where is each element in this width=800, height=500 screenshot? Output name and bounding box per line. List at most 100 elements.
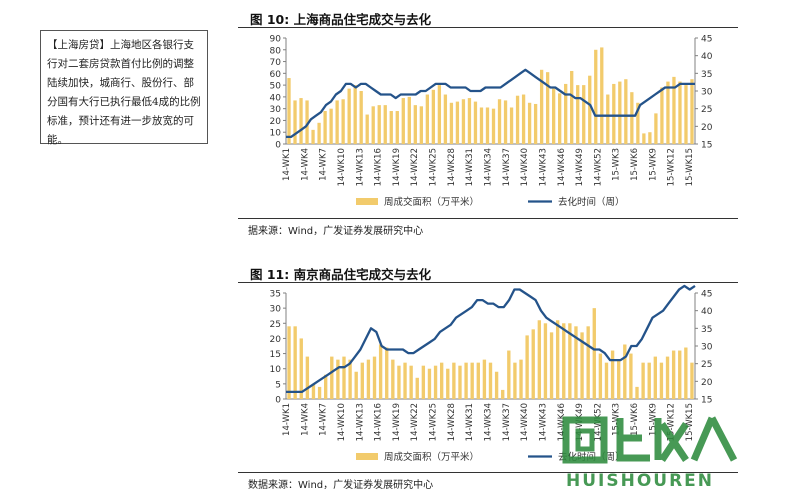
volume-bar (527, 102, 532, 144)
volume-bar (586, 326, 590, 399)
left-tick-label: 10 (270, 365, 282, 375)
volume-bar (371, 106, 375, 144)
chart-1-title: 图 10: 上海商品住宅成交与去化 (250, 12, 432, 27)
x-tick-label: 14-WK40 (520, 403, 530, 441)
watermark-icon (562, 416, 738, 464)
x-tick-label: 14-WK16 (374, 403, 384, 441)
volume-bar (671, 350, 676, 399)
right-tick-label: 35 (701, 325, 712, 335)
volume-bar (467, 98, 472, 144)
volume-bar (385, 347, 389, 399)
volume-bar (293, 326, 297, 399)
x-tick-label: 14-WK46 (557, 403, 567, 441)
volume-bar (348, 359, 352, 399)
volume-bar (604, 362, 609, 399)
left-tick-label: 60 (270, 70, 282, 80)
left-tick-label: 35 (270, 290, 281, 300)
volume-bar (401, 98, 405, 144)
x-tick-label: 14-WK43 (539, 403, 549, 441)
legend-line-label: 去化时间（周） (558, 196, 625, 208)
volume-bar (395, 111, 399, 144)
volume-bar (455, 101, 460, 144)
left-tick-label: 90 (270, 35, 282, 45)
right-tick-label: 45 (701, 290, 712, 300)
x-tick-label: 15-WK6 (630, 148, 640, 181)
x-tick-label: 14-WK13 (355, 148, 365, 186)
x-tick-label: 14-WK22 (410, 148, 420, 186)
volume-bar (598, 353, 603, 399)
volume-bar (513, 362, 517, 399)
left-tick-label: 5 (275, 380, 281, 390)
volume-bar (600, 47, 604, 144)
legend-bar-swatch (356, 198, 378, 205)
volume-bar (415, 377, 419, 399)
x-tick-label: 14-WK19 (392, 403, 402, 441)
volume-bar (293, 100, 297, 144)
volume-bar (501, 389, 505, 399)
volume-bar (684, 85, 688, 144)
volume-bar (576, 85, 580, 144)
legend-bar-label: 周成交面积（万平米） (384, 451, 479, 463)
x-tick-label: 15-WK9 (648, 148, 658, 181)
volume-bar (491, 108, 496, 144)
x-tick-label: 14-WK37 (502, 403, 512, 441)
volume-bar (521, 94, 526, 144)
volume-bar (648, 132, 652, 144)
x-tick-label: 14-WK1 (282, 148, 292, 181)
volume-bar (660, 87, 664, 144)
left-tick-label: 10 (270, 129, 282, 139)
left-tick-label: 15 (270, 350, 281, 360)
volume-bar (641, 362, 645, 399)
chart-2-top-rule (238, 282, 738, 283)
x-tick-label: 14-WK31 (465, 403, 475, 441)
right-tick-label: 20 (701, 123, 713, 133)
volume-bar (479, 107, 484, 144)
x-tick-label: 15-WK12 (667, 148, 677, 186)
volume-bar (366, 359, 371, 399)
volume-bar (336, 359, 340, 399)
volume-bar (690, 362, 694, 399)
volume-bar (659, 362, 664, 399)
right-tick-label: 40 (701, 52, 713, 62)
x-tick-label: 14-WK4 (300, 403, 310, 436)
volume-bar (617, 359, 621, 399)
volume-bar (594, 49, 598, 144)
volume-bar (642, 133, 646, 144)
left-tick-label: 20 (270, 335, 282, 345)
x-tick-label: 15-WK3 (612, 148, 622, 181)
volume-bar (494, 371, 499, 399)
x-tick-label: 14-WK40 (520, 148, 530, 186)
volume-bar (568, 323, 572, 399)
turnover-line (286, 284, 696, 394)
volume-bar (684, 347, 688, 399)
x-tick-label: 15-WK12 (667, 403, 677, 441)
volume-bar (647, 362, 651, 399)
turnover-line (286, 68, 695, 139)
volume-bar (503, 100, 508, 144)
volume-bar (437, 85, 442, 144)
watermark-sub-text: HUISHOUREN (566, 471, 714, 491)
volume-bar (427, 368, 432, 399)
volume-bar (678, 350, 682, 399)
volume-bar (610, 350, 615, 399)
volume-bar (317, 386, 322, 399)
volume-bar (341, 99, 345, 144)
volume-bar (305, 100, 309, 144)
watermark-logo: HUISHOUREN (562, 416, 738, 491)
volume-bar (531, 329, 535, 399)
volume-bar (555, 320, 560, 399)
volume-bar (545, 72, 550, 144)
x-tick-label: 14-WK22 (410, 403, 420, 441)
volume-bar (564, 83, 568, 144)
x-tick-label: 14-WK43 (539, 148, 549, 186)
chart-1-source: 据来源：Wind，广发证券发展研究中心 (248, 226, 424, 237)
right-tick-label: 40 (701, 307, 713, 317)
x-tick-label: 14-WK7 (319, 403, 329, 436)
volume-bar (413, 105, 417, 144)
x-tick-label: 14-WK7 (319, 148, 329, 181)
x-tick-label: 14-WK25 (429, 148, 439, 186)
chart-1-bottom-rule (238, 218, 738, 219)
volume-bar (558, 93, 562, 144)
right-tick-label: 15 (701, 141, 712, 151)
volume-bar (317, 122, 321, 144)
